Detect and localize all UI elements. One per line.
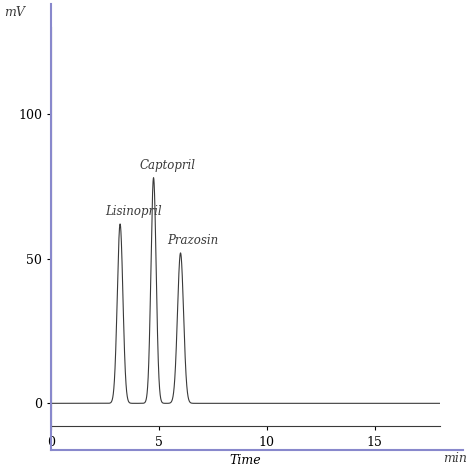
Text: Lisinopril: Lisinopril (105, 205, 162, 218)
X-axis label: Time: Time (229, 454, 261, 467)
Text: Prazosin: Prazosin (168, 234, 219, 247)
Text: Captopril: Captopril (139, 159, 195, 172)
Text: mV: mV (4, 6, 25, 19)
Text: min: min (443, 452, 467, 465)
